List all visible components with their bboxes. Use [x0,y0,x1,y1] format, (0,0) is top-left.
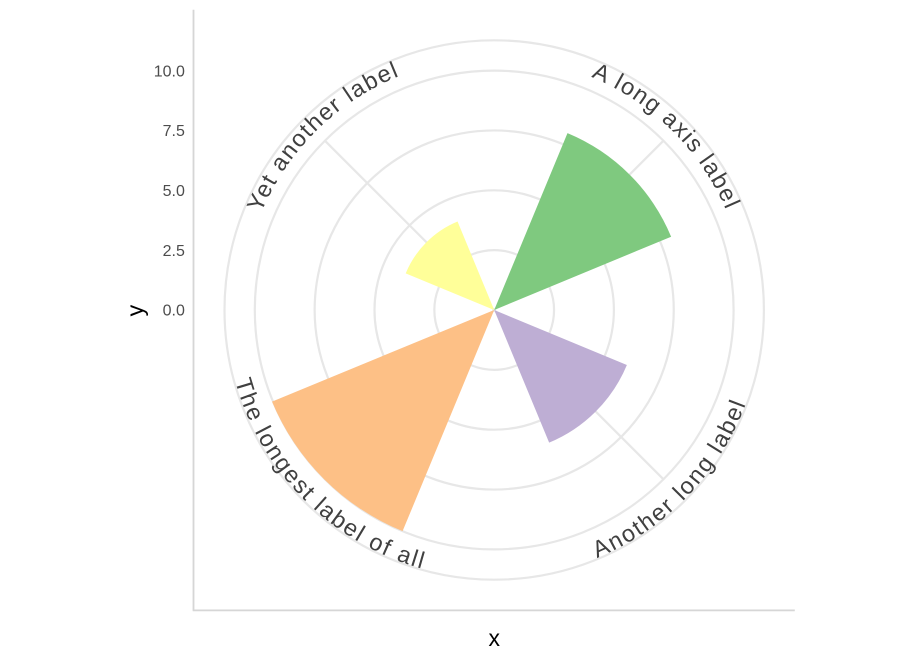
svg-text:10.0: 10.0 [154,63,185,80]
svg-text:2.5: 2.5 [163,243,185,260]
svg-text:x: x [488,625,500,651]
svg-text:y: y [122,304,148,316]
svg-text:7.5: 7.5 [163,123,185,140]
svg-text:0.0: 0.0 [163,303,185,320]
svg-text:5.0: 5.0 [163,183,185,200]
